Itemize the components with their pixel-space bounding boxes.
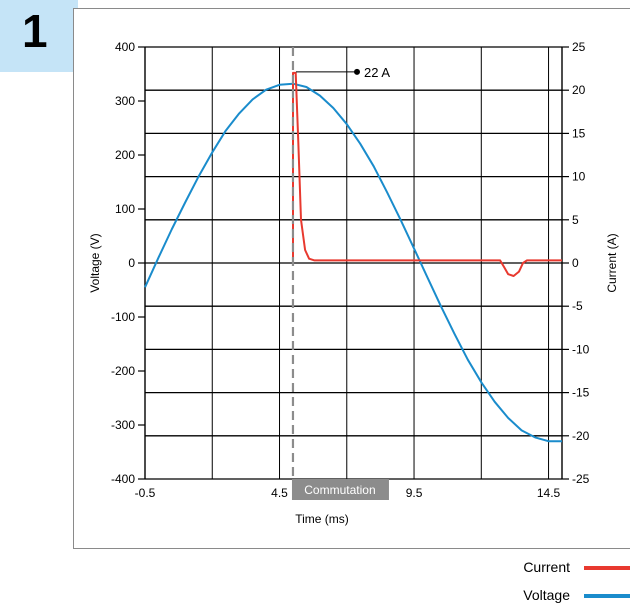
x-tick-label: -0.5 (135, 486, 156, 500)
y-left-tick-label: 100 (115, 202, 135, 216)
peak-annotation-label: 22 A (364, 65, 390, 80)
y-right-tick-label: -5 (572, 299, 583, 313)
figure-number-badge: 1 (0, 0, 78, 72)
x-tick-label: 14.5 (537, 486, 561, 500)
x-tick-label: 9.5 (406, 486, 423, 500)
legend-label: Voltage (523, 587, 570, 603)
y-left-tick-label: -400 (111, 472, 135, 486)
y-right-tick-label: 15 (572, 126, 586, 140)
y-right-tick-label: 5 (572, 213, 579, 227)
y-right-tick-label: -25 (572, 472, 590, 486)
x-axis-title: Time (ms) (295, 512, 349, 526)
y-right-tick-label: 0 (572, 256, 579, 270)
commutation-label-box (291, 479, 389, 500)
y-right-tick-label: 20 (572, 83, 586, 97)
y-left-tick-label: -300 (111, 418, 135, 432)
y-left-tick-label: 300 (115, 94, 135, 108)
y-right-tick-label: -20 (572, 429, 590, 443)
voltage-series-line (144, 82, 562, 443)
current-series-line (292, 71, 562, 277)
y-left-tick-label: 400 (115, 40, 135, 54)
y-right-tick-label: 25 (572, 40, 586, 54)
figure-number: 1 (22, 5, 48, 57)
y-left-tick-label: -200 (111, 364, 135, 378)
legend-item-voltage: Voltage (430, 587, 630, 605)
y-right-tick-label: -15 (572, 386, 590, 400)
legend-label: Current (523, 559, 570, 575)
y-left-tick-label: 200 (115, 148, 135, 162)
chart-frame (73, 8, 630, 549)
y-right-axis-title: Current (A) (605, 233, 619, 292)
legend-item-current: Current (430, 559, 630, 577)
y-left-tick-label: -100 (111, 310, 135, 324)
peak-annotation-dot (354, 68, 360, 75)
commutation-label: Commutation (304, 483, 375, 497)
legend-swatch (584, 566, 630, 570)
y-right-tick-label: 10 (572, 170, 586, 184)
y-left-tick-label: 0 (128, 256, 135, 270)
y-right-tick-label: -10 (572, 342, 590, 356)
x-tick-label: 4.5 (271, 486, 288, 500)
y-left-axis-title: Voltage (V) (88, 233, 102, 292)
legend-swatch (584, 594, 630, 598)
